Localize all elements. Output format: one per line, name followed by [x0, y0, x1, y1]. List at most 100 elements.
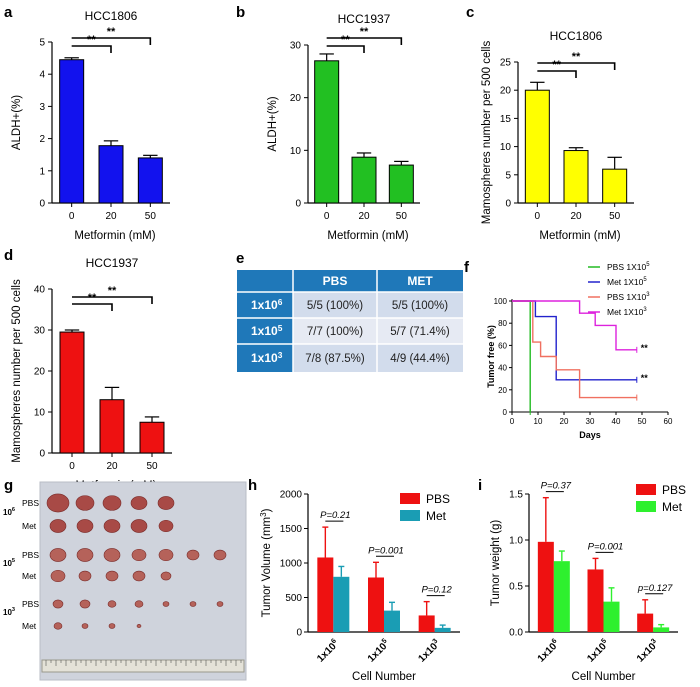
table-e: PBS MET 1x106 5/5 (100%) 5/5 (100%) 1x105 7/7 … — [237, 270, 463, 372]
dose-label: 106 — [3, 507, 15, 517]
sig-label: ** — [108, 285, 117, 297]
sig-label: ** — [641, 373, 649, 383]
bar — [418, 615, 435, 632]
y-tick-label: 10 — [34, 408, 46, 419]
chart-title: HCC1806 — [85, 9, 138, 23]
group-label: Met — [22, 521, 37, 531]
legend-swatch — [636, 484, 656, 495]
ruler — [41, 659, 245, 673]
sig-label: ** — [107, 26, 116, 38]
y-axis-label: Tumor weight (g) — [490, 520, 502, 607]
x-tick-label: 20 — [358, 211, 370, 222]
column-header: MET — [407, 274, 433, 288]
tumor — [50, 569, 66, 583]
y-tick-label: 0.0 — [509, 628, 523, 639]
tumor — [107, 600, 117, 608]
group-label: PBS — [22, 550, 39, 560]
bar — [587, 569, 604, 632]
table-cell: 5/7 (71.4%) — [390, 326, 450, 338]
group-label: Met — [22, 621, 37, 631]
x-tick-label: 50 — [609, 211, 621, 222]
bar — [563, 150, 589, 204]
y-tick-label: 25 — [500, 58, 512, 69]
y-tick-label: 1.0 — [509, 536, 523, 547]
row-header-cell — [237, 292, 293, 318]
x-tick-label: 10 — [534, 417, 543, 426]
x-tick-label: 0 — [69, 461, 75, 472]
sig-bracket — [326, 37, 403, 45]
tumor — [158, 519, 174, 533]
y-tick-label: 1500 — [280, 524, 303, 535]
sig-label: ** — [88, 292, 97, 304]
sig-label: ** — [360, 26, 369, 38]
bar — [524, 89, 550, 204]
bar — [333, 576, 350, 632]
bar — [351, 156, 377, 204]
bar — [553, 561, 570, 632]
y-tick-label: 80 — [498, 319, 507, 328]
tumor — [81, 623, 89, 629]
x-tick-label: 50 — [396, 211, 408, 222]
x-tick-label: 20 — [106, 461, 118, 472]
sig-bracket — [72, 296, 153, 304]
legend-label: Met 1X103 — [607, 307, 647, 317]
survival-line — [512, 300, 637, 351]
tumor — [158, 548, 174, 562]
y-tick-label: 5 — [39, 38, 45, 49]
bar — [59, 59, 85, 204]
x-tick-label: 30 — [586, 417, 595, 426]
y-tick-label: 30 — [290, 41, 302, 52]
chart-i: 0.0 0.5 1.0 1.5 P=0.37 1x106 P=0.001 1x105 p=0.1… — [490, 481, 686, 683]
legend-label: Met — [426, 509, 447, 523]
table-cell: 4/9 (44.4%) — [390, 353, 450, 365]
column-header: PBS — [323, 274, 348, 288]
chart-title: HCC1937 — [338, 12, 391, 26]
chart-c: HCC1806 0 5 10 15 20 25 0 20 50 ** ** Metformin (mM)… — [481, 29, 634, 242]
sig-label: ** — [341, 34, 350, 46]
y-tick-label: 20 — [498, 386, 507, 395]
bar — [98, 145, 124, 204]
y-tick-label: 15 — [500, 114, 512, 125]
x-tick-label: 0 — [324, 211, 330, 222]
y-tick-label: 3 — [39, 102, 45, 113]
y-tick-label: 0 — [505, 199, 511, 210]
y-tick-label: 20 — [290, 93, 302, 104]
x-tick-label: 1x106 — [314, 638, 341, 665]
tumor-photo-g: PBS Met PBS Met PBS Met 106 105 103 — [3, 481, 247, 681]
row-bg — [293, 318, 463, 344]
x-axis-label: Metformin (mM) — [327, 230, 408, 242]
tumor — [102, 495, 122, 511]
x-tick-label: 0 — [510, 417, 515, 426]
tumor — [132, 570, 146, 582]
group-label: PBS — [22, 498, 39, 508]
y-tick-label: 20 — [34, 367, 46, 378]
chart-f: 0 20 40 60 80 100 0 10 20 30 40 50 60 PBS 1X105 Met 1X… — [486, 262, 673, 440]
tumor — [130, 519, 148, 533]
tumor — [52, 599, 64, 609]
p-value: P=0.37 — [541, 481, 572, 492]
sig-bracket — [326, 45, 365, 53]
chart-title: HCC1937 — [86, 256, 139, 270]
tumor — [103, 548, 121, 562]
tumor — [105, 570, 119, 582]
table-cell: 5/5 (100%) — [307, 300, 363, 312]
tumor — [186, 549, 200, 561]
y-tick-label: 1 — [39, 166, 45, 177]
table-cell: 7/7 (100%) — [307, 326, 363, 338]
y-tick-label: 1.5 — [509, 490, 523, 501]
x-tick-label: 0 — [535, 211, 541, 222]
bar — [603, 601, 620, 632]
panel-label-d: d — [4, 247, 13, 264]
sig-bracket — [71, 37, 152, 45]
y-tick-label: 1000 — [280, 559, 303, 570]
bar — [137, 157, 163, 204]
y-axis-label: Mamospheres number per 500 cells — [11, 279, 23, 463]
y-axis-label: Mamospheres number per 500 cells — [481, 41, 493, 225]
photo-background — [40, 482, 246, 680]
x-tick-label: 20 — [570, 211, 582, 222]
y-tick-label: 10 — [500, 142, 512, 153]
tumor — [108, 623, 116, 629]
